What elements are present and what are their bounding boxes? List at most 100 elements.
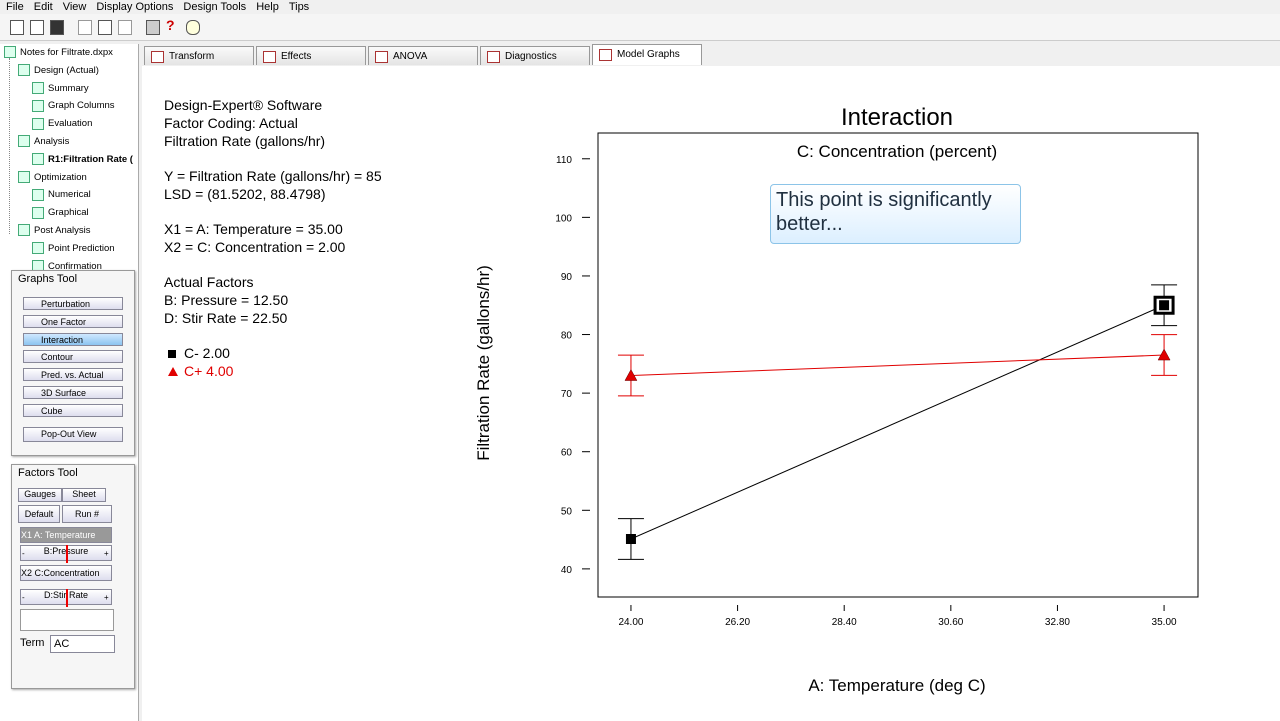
graph-button[interactable]: Pred. vs. Actual	[23, 368, 123, 382]
tree-item[interactable]: Point Prediction	[32, 242, 115, 256]
legend-marker	[168, 350, 176, 358]
paste-icon[interactable]	[118, 20, 132, 35]
tree-item[interactable]: Analysis	[18, 135, 69, 149]
print-icon[interactable]	[146, 20, 160, 35]
tab[interactable]: Model Graphs	[592, 44, 702, 65]
y-tick-label: 80	[561, 331, 573, 342]
slider-thumb[interactable]	[66, 589, 68, 607]
y-tick-label: 60	[561, 448, 573, 459]
info-line: X1 = A: Temperature = 35.00	[164, 221, 343, 237]
graph-button[interactable]: Contour	[23, 350, 123, 364]
info-line: Y = Filtration Rate (gallons/hr) = 85	[164, 168, 382, 184]
copy-icon[interactable]	[98, 20, 112, 35]
save-icon[interactable]	[50, 20, 64, 35]
graph-button[interactable]: One Factor	[23, 314, 123, 328]
tree-icon	[18, 64, 30, 77]
toolbar: ?	[0, 14, 1280, 41]
info-group: Y = Filtration Rate (gallons/hr) = 85 LSD…	[164, 167, 382, 203]
info-line: Filtration Rate (gallons/hr)	[164, 133, 326, 149]
graphs-tool: Graphs Tool Perturbation One Factor Interac…	[11, 270, 135, 456]
slider-end: +	[104, 593, 109, 602]
tab-icon	[263, 51, 276, 63]
tree-label: Summary	[48, 82, 89, 94]
panel-title: Factors Tool	[18, 467, 78, 479]
run-dropdown[interactable]: Run #	[62, 505, 112, 523]
term-dropdown[interactable]: AC	[50, 635, 115, 653]
info-group: Actual Factors B: Pressure = 12.50 D: Stir…	[164, 273, 382, 327]
annotation: This point is significantly better...	[770, 184, 1021, 244]
point	[1159, 300, 1170, 311]
y-tick-label: 50	[561, 506, 573, 517]
graph-button[interactable]: Interaction	[23, 332, 123, 346]
tree-label: Analysis	[34, 136, 70, 147]
blank-box	[20, 609, 114, 631]
tab[interactable]: Effects	[256, 46, 366, 65]
popout-button[interactable]: Pop-Out View	[23, 427, 123, 442]
default-button[interactable]: Default	[18, 505, 60, 523]
tree-icon	[32, 188, 44, 201]
graph-button[interactable]: 3D Surface	[23, 386, 123, 399]
help-icon[interactable]: ?	[166, 17, 175, 33]
tree-item[interactable]: Graphical	[32, 206, 89, 220]
tree-item[interactable]: Graph Columns	[32, 99, 115, 113]
tree-item[interactable]: Summary	[32, 82, 89, 96]
tree-icon	[32, 99, 44, 112]
tree-icon	[18, 135, 30, 148]
sheet-tab[interactable]: Sheet	[62, 488, 106, 502]
info-line: Design-Expert® Software	[164, 97, 323, 113]
menu-bar: File Edit View Display Options Design Tools H…	[0, 0, 1280, 14]
series-line	[630, 354, 1165, 377]
menu-item[interactable]: Tips	[288, 1, 310, 13]
gauges-tab[interactable]: Gauges	[18, 488, 62, 502]
graph-button[interactable]: Cube	[23, 403, 123, 417]
new-icon[interactable]	[10, 20, 24, 35]
legend-marker	[168, 367, 178, 376]
info-line: B: Pressure = 12.50	[164, 292, 289, 308]
menu-item[interactable]: Display Options	[96, 1, 174, 13]
tree-label: Point Prediction	[48, 242, 115, 254]
tree-icon	[32, 153, 44, 166]
x-tick-label: 30.60	[938, 617, 963, 628]
menu-item[interactable]: View	[62, 1, 87, 13]
tab[interactable]: Transform	[144, 46, 254, 65]
open-icon[interactable]	[30, 20, 44, 35]
slider-thumb[interactable]	[66, 545, 68, 563]
tree-item[interactable]: Numerical	[32, 188, 91, 202]
y-tick-label: 70	[561, 389, 573, 400]
factor-x2[interactable]: X2 C:Concentration	[20, 565, 112, 581]
graph-button[interactable]: Perturbation	[23, 297, 123, 310]
tab[interactable]: Diagnostics	[480, 46, 590, 65]
tree-icon	[32, 242, 44, 255]
tree-label: Confirmation	[48, 260, 102, 272]
tree-icon	[18, 224, 30, 237]
tip-icon[interactable]	[186, 20, 200, 35]
slider-end: +	[104, 549, 109, 558]
y-tick-label: 40	[561, 565, 573, 576]
tree-item[interactable]: Optimization	[18, 171, 87, 185]
menu-item[interactable]: Help	[256, 1, 279, 13]
factor-x1[interactable]: X1 A: Temperature	[20, 527, 112, 543]
chart-title: Interaction	[841, 104, 953, 131]
menu-item[interactable]: File	[6, 1, 24, 13]
tree-label: Notes for Filtrate.dxpx	[20, 47, 113, 58]
tree-item[interactable]: Notes for Filtrate.dxpx	[4, 46, 113, 60]
plot-frame	[597, 132, 1199, 598]
tree-item[interactable]: Evaluation	[32, 117, 92, 131]
tree-label: Graphical	[48, 207, 89, 219]
menu-item[interactable]: Design Tools	[183, 1, 247, 13]
tab-icon	[599, 49, 612, 61]
y-tick-label: 110	[556, 155, 572, 166]
x-tick-label: 26.20	[725, 617, 750, 628]
tree-item[interactable]: Post Analysis	[18, 224, 91, 238]
menu-item[interactable]: Edit	[33, 1, 53, 13]
tree-icon	[32, 206, 44, 219]
tree-item[interactable]: Design (Actual)	[18, 64, 99, 78]
tree-item[interactable]: R1:Filtration Rate (	[32, 153, 133, 167]
y-tick-label: 90	[561, 272, 573, 283]
graph-pane	[142, 66, 1280, 721]
tree-label: Design (Actual)	[34, 64, 99, 76]
chart-subtitle: C: Concentration (percent)	[797, 142, 997, 161]
tab[interactable]: ANOVA	[368, 46, 478, 65]
cut-icon[interactable]	[78, 20, 92, 35]
